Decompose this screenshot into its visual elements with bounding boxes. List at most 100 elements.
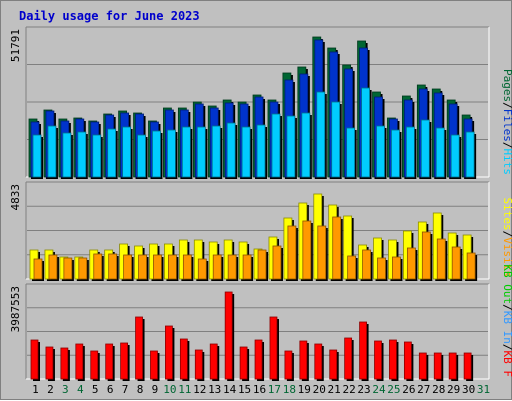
hits-files-pages-bar-pages: [435, 127, 445, 178]
kbytes-bar-kb-f: [105, 343, 114, 380]
x-tick-label: 21: [328, 383, 341, 396]
visits-sites-bar-sites: [63, 257, 73, 280]
x-tick-label: 24: [372, 383, 386, 396]
x-tick-label: 28: [432, 383, 445, 396]
kbytes-bar-kb-f: [75, 343, 84, 380]
visits-sites-bar-sites: [227, 254, 237, 280]
kbytes-bar-kb-f: [403, 341, 412, 380]
visits-sites-bar-sites: [168, 254, 177, 280]
chart-title: Daily usage for June 2023: [19, 9, 200, 23]
kbytes-bar-kb-f: [269, 316, 278, 380]
kbytes-legend-entry: KB In: [501, 311, 512, 344]
kbytes-legend-separator: /: [501, 344, 512, 351]
x-tick-label: 2: [47, 383, 54, 396]
kbytes-legend-entry: KB Out: [501, 264, 512, 304]
hits-files-pages-bar-pages: [465, 131, 475, 178]
kbytes-legend-entry: KB F: [501, 351, 512, 378]
visits-sites-bar-sites: [33, 258, 43, 280]
kbytes-bar-kb-f: [433, 352, 442, 380]
visits-sites-legend-entry: Visits: [501, 237, 512, 277]
kbytes-max-label: 3987553: [9, 286, 22, 332]
x-tick-label: 5: [92, 383, 99, 396]
x-tick-label: 16: [253, 383, 266, 396]
visits-sites-bar-sites: [451, 246, 461, 280]
hits-files-pages-bar-pages: [211, 125, 221, 178]
visits-sites-bar-sites: [377, 257, 386, 280]
hits-files-pages-legend-separator: /: [501, 142, 512, 149]
kbytes-bar-kb-f: [389, 339, 397, 380]
kbytes-bar-kb-f: [90, 350, 99, 380]
visits-sites-bar-sites: [362, 249, 371, 280]
hits-files-pages-bar-pages: [286, 115, 296, 178]
x-tick-label: 13: [208, 383, 221, 396]
kbytes-bar-kb-f: [418, 352, 427, 380]
kbytes-bar-kb-f: [120, 342, 129, 380]
x-tick-label: 1: [32, 383, 39, 396]
x-tick-label: 8: [137, 383, 144, 396]
visits-sites-bar-sites: [197, 258, 207, 280]
x-tick-label: 31: [477, 383, 490, 396]
x-tick-label: 26: [402, 383, 415, 396]
hits-files-pages-bar-pages: [376, 125, 385, 178]
x-tick-label: 25: [387, 383, 400, 396]
kbytes-bar-kb-f: [179, 338, 188, 380]
kbytes-bar-kb-f: [60, 347, 69, 380]
x-tick-label: 10: [163, 383, 176, 396]
hits-files-pages-legend: Pages/Files/Hits: [501, 69, 512, 175]
hits-files-pages-bar-pages: [331, 101, 341, 178]
hits-files-pages-bar-pages: [107, 128, 117, 178]
kbytes-bar-kb-f: [314, 343, 323, 380]
hits-files-pages-bar-pages: [346, 127, 356, 178]
kbytes-bar-kb-f: [135, 316, 143, 380]
visits-sites-bar-sites: [287, 225, 297, 280]
visits-sites-bar-sites: [406, 247, 416, 280]
hits-files-pages-bar-pages: [137, 134, 146, 178]
hits-files-pages-bar-pages: [391, 129, 400, 178]
visits-sites-bar-sites: [257, 249, 267, 280]
kbytes-bar-kb-f: [239, 346, 248, 380]
kbytes-bar-kb-f: [209, 343, 218, 380]
kbytes-bar-kb-f: [30, 339, 39, 380]
hits-files-pages-bar-pages: [361, 87, 370, 178]
visits-sites-bar-sites: [242, 254, 252, 280]
x-tick-label: 12: [193, 383, 206, 396]
visits-sites-bar-sites: [347, 255, 357, 280]
hits-files-pages-bar-pages: [405, 126, 415, 178]
hits-files-pages-bar-pages: [47, 125, 57, 178]
x-tick-label: 3: [62, 383, 69, 396]
hits-files-pages-bar-pages: [196, 126, 206, 178]
x-tick-label: 19: [298, 383, 311, 396]
visits-sites-bar-sites: [317, 225, 327, 280]
visits-sites-bar-sites: [212, 254, 222, 280]
kbytes-bar-kb-f: [224, 291, 233, 380]
hits-files-pages-bar-pages: [122, 126, 132, 178]
visits-sites-bar-sites: [138, 254, 147, 280]
kbytes-bar-kb-f: [45, 346, 54, 380]
x-tick-label: 29: [447, 383, 460, 396]
kbytes-bar-kb-f: [359, 321, 367, 380]
x-tick-label: 6: [107, 383, 114, 396]
hits-files-pages-bar-pages: [256, 124, 266, 178]
kbytes-bar-kb-f: [299, 340, 308, 380]
visits-sites-bar-sites: [392, 256, 401, 280]
hits-files-pages-legend-entry: Files: [501, 109, 512, 142]
hits-files-pages-legend-entry: Pages: [501, 69, 512, 102]
x-tick-label: 27: [417, 383, 430, 396]
kbytes-bar-kb-f: [463, 352, 472, 380]
visits-sites-bar-sites: [272, 245, 282, 280]
hits-files-pages-bar-pages: [92, 134, 102, 178]
visits-sites-bar-sites: [153, 254, 162, 280]
hits-files-pages-bar-pages: [152, 130, 161, 178]
hits-files-pages-bar-pages: [241, 126, 251, 178]
x-tick-label: 9: [152, 383, 159, 396]
x-tick-label: 23: [357, 383, 370, 396]
kbytes-legend-separator: /: [501, 304, 512, 311]
visits-sites-legend: Sites/Visits: [501, 198, 512, 278]
hits-files-pages-bar-pages: [77, 131, 87, 178]
visits-sites-bar-sites: [421, 231, 431, 280]
visits-sites-bar-sites: [93, 253, 103, 280]
hits-files-pages-max-label: 51791: [9, 29, 22, 62]
x-tick-label: 15: [238, 383, 251, 396]
